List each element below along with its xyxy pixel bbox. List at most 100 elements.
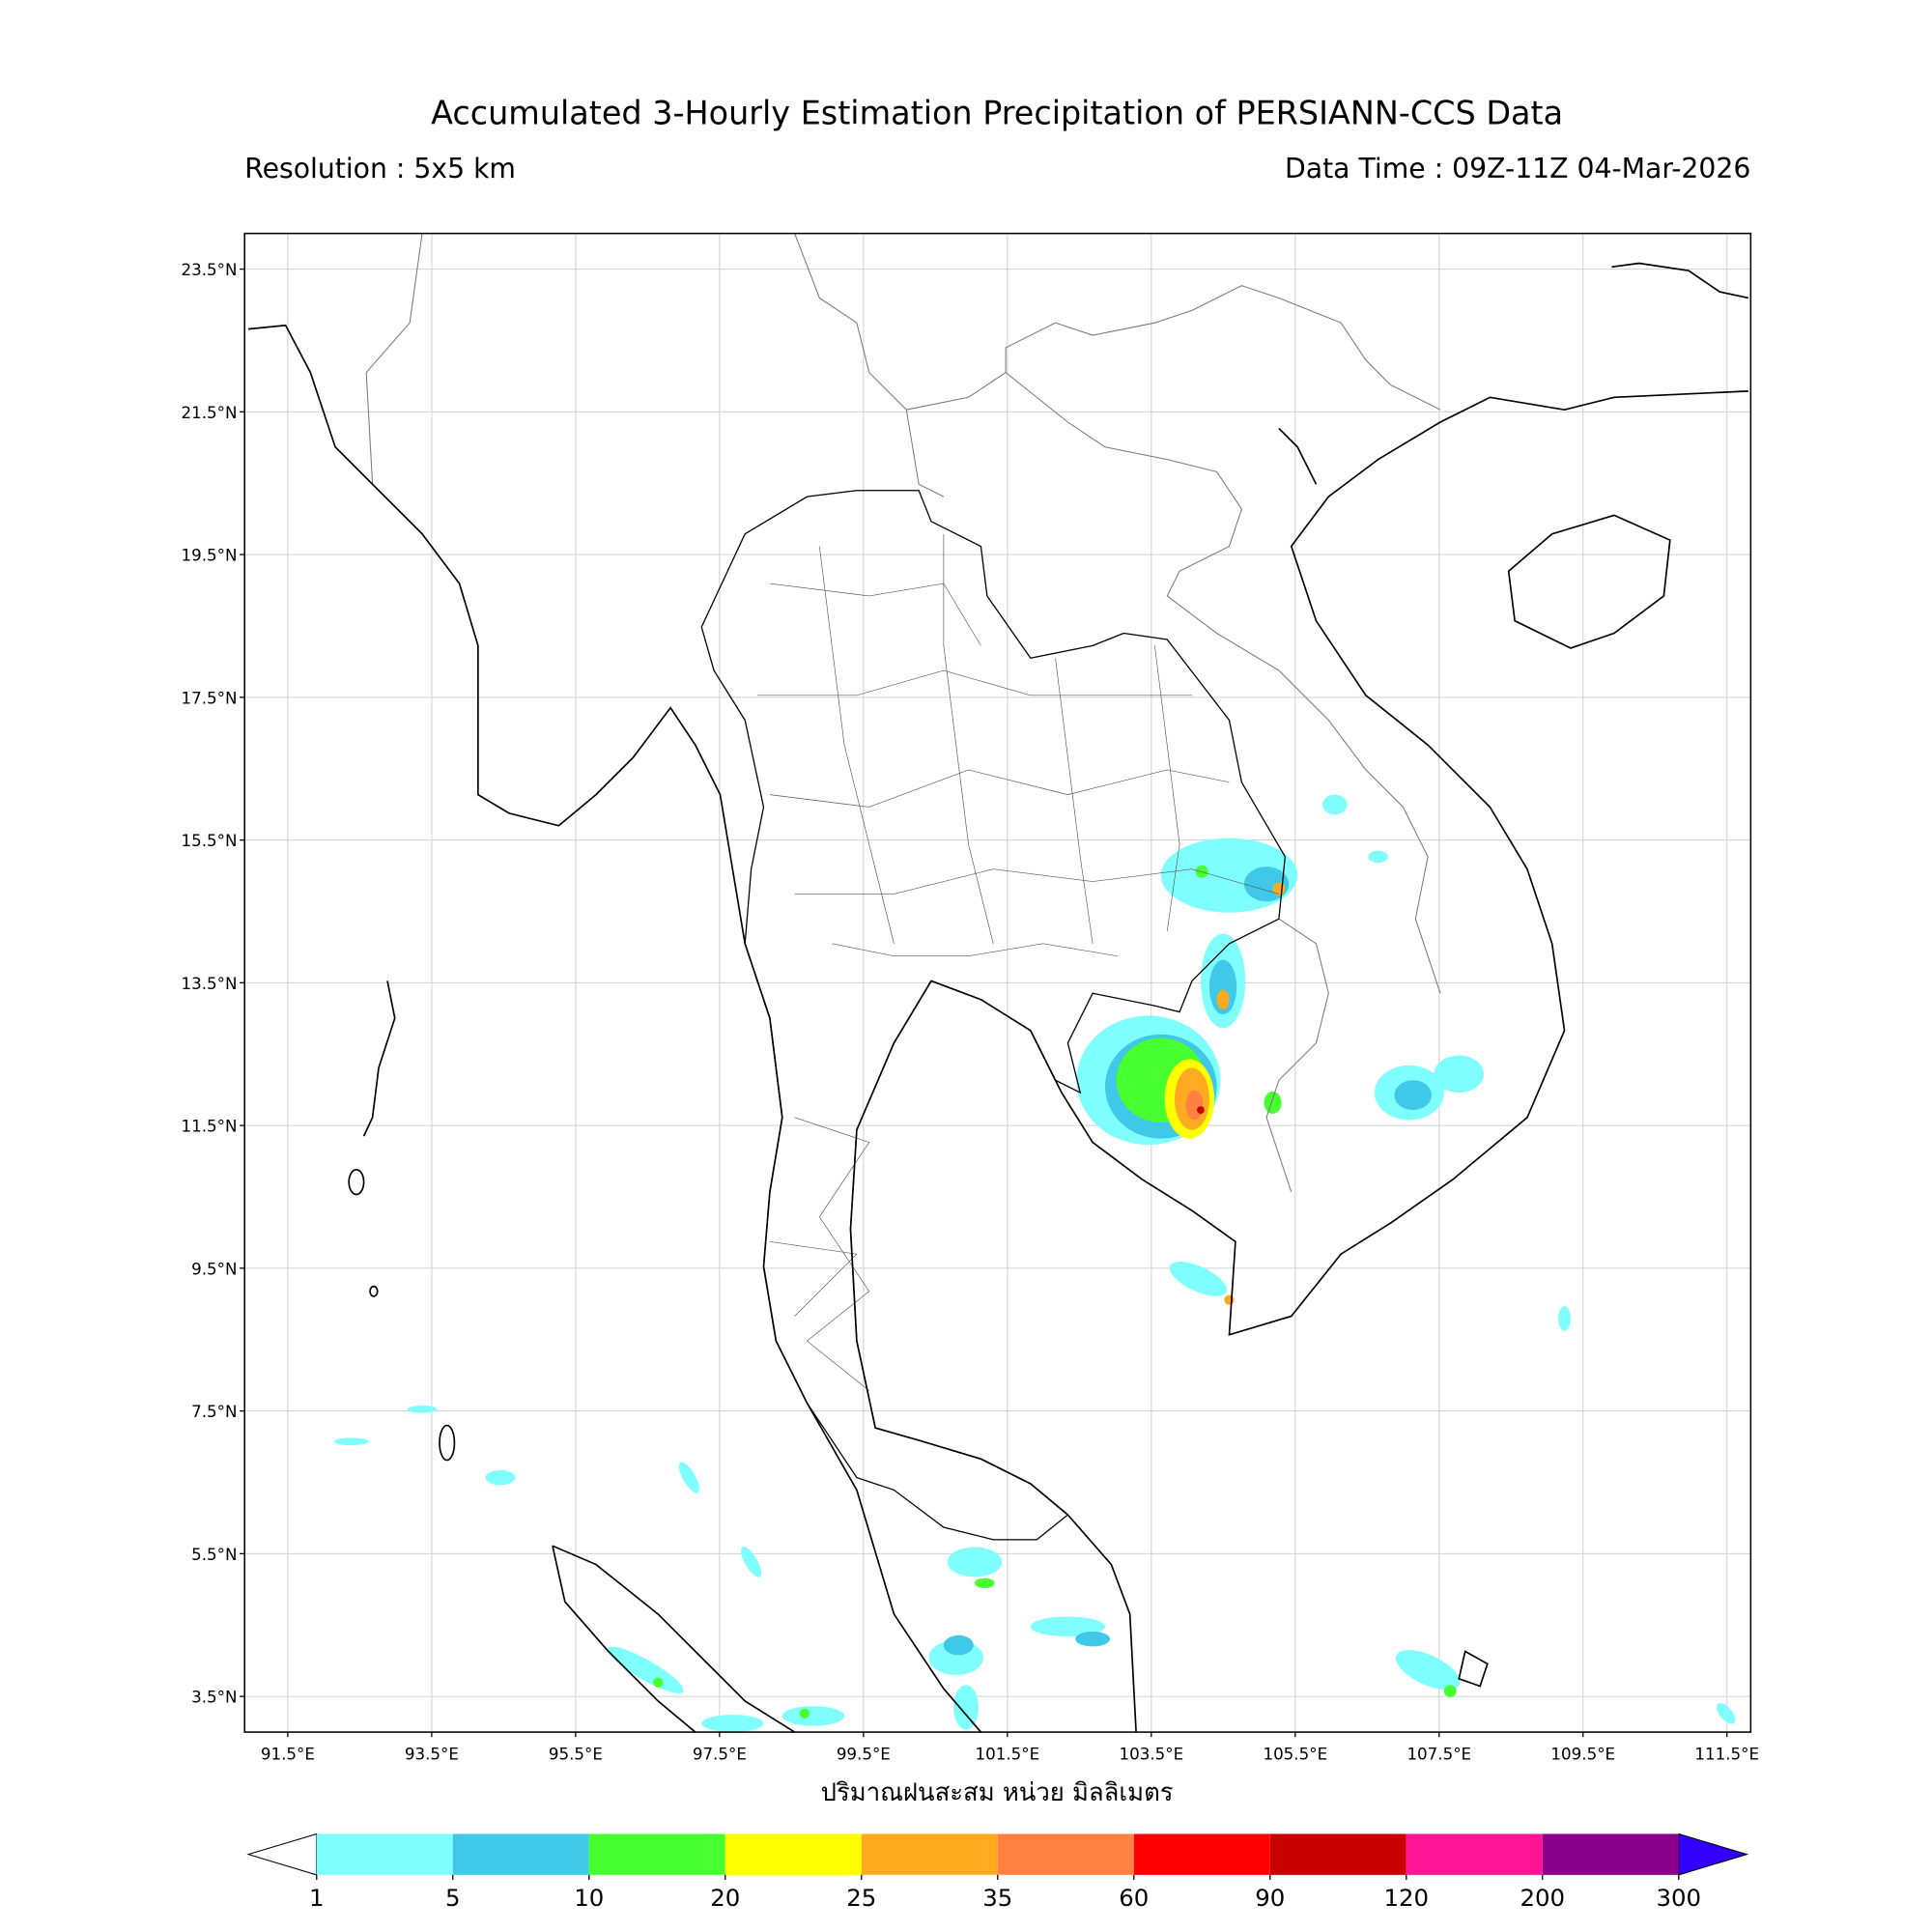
rain-patch [953,1685,979,1730]
province-line [757,669,1192,696]
y-tick-label: 11.5°N [182,1117,238,1136]
map-area [243,232,1752,1733]
x-tick-label: 105.5°E [1263,1744,1327,1763]
rain-patch [1197,1106,1205,1114]
island [369,1285,379,1297]
colorbar-label: 25 [846,1884,876,1912]
rain-patch [1272,882,1286,895]
resolution: Resolution : 5x5 km [244,153,516,185]
colorbar-segment [861,1833,998,1875]
rain-patch [678,1462,699,1493]
colorbar-segment [1269,1833,1406,1875]
rain-patch [1185,1090,1204,1121]
province-line [769,769,1230,808]
colorbar: 1 5 10 20 25 35 60 90 120 200 300 [246,1833,1749,1912]
rain-patch [653,1677,664,1688]
rain-patch [1558,1306,1571,1331]
colorbar-over [1678,1833,1749,1876]
rain-patch [1368,850,1389,864]
rain-patch [781,1706,845,1726]
rain-patch [947,1547,1003,1577]
colorbar-segment [1406,1833,1543,1875]
province-line [1055,658,1094,944]
province-line [794,868,1279,895]
rain-patch [1434,1055,1484,1094]
borders [365,233,1441,1193]
x-tick-label: 95.5°E [549,1744,603,1763]
x-tick-label: 91.5°E [261,1744,315,1763]
colorbar-label: 120 [1383,1884,1429,1912]
y-tick-label: 17.5°N [182,688,238,707]
rain-patch [407,1406,438,1413]
y-tick-label: 21.5°N [182,403,238,422]
rain-patch [1717,1703,1736,1724]
coastline [247,324,982,1733]
data-time: Data Time : 09Z-11Z 04-Mar-2026 [1285,153,1750,185]
grid [244,233,1751,1733]
province-line [943,533,994,944]
island [362,980,396,1137]
y-tick-label: 23.5°N [182,260,238,279]
rain-patch [701,1715,764,1733]
rain-patch [485,1469,516,1486]
rain-patch [333,1437,369,1446]
border [794,233,1441,411]
rain-patch [1169,1262,1227,1296]
y-tick-label: 19.5°N [182,546,238,565]
colorbar-label: 60 [1119,1884,1149,1912]
island [1458,1650,1489,1688]
y-tick-label: 9.5°N [191,1259,237,1278]
colorbar-label: 5 [445,1884,461,1912]
rain-patch [608,1646,684,1693]
coastline [1611,262,1748,299]
colorbar-segment [997,1833,1134,1875]
title: Accumulated 3-Hourly Estimation Precipit… [431,95,1563,132]
rain-patch [1264,1091,1282,1114]
colorbar-label: 90 [1255,1884,1285,1912]
province-line [769,582,981,646]
colorbar-segment [724,1833,862,1875]
rain-patch [943,1634,974,1656]
colorbar-label: 10 [574,1884,604,1912]
border [1005,372,1441,994]
x-tick-label: 109.5°E [1550,1744,1615,1763]
border [365,233,423,485]
island [348,1168,365,1196]
colorbar-segment [452,1833,589,1875]
rain-patch [741,1547,762,1577]
province-line [769,1241,858,1317]
rain-patch [1030,1616,1105,1637]
x-tick-label: 111.5°E [1694,1744,1759,1763]
island [439,1424,456,1462]
province-line [1154,645,1180,932]
colorbar-segment [1542,1833,1679,1875]
rain-patch [1394,1080,1433,1111]
colorbar-label: 300 [1656,1884,1701,1912]
x-tick-label: 97.5°E [693,1744,747,1763]
x-tick-label: 107.5°E [1406,1744,1471,1763]
x-tick-label: 101.5°E [975,1744,1039,1763]
y-tick-label: 3.5°N [191,1688,237,1707]
rain-patch [1224,1294,1235,1305]
border [905,410,945,497]
province-line [819,546,895,944]
coastline [1278,427,1318,485]
province-line [832,943,1118,957]
colorbar-under [246,1833,318,1876]
rain-patch [799,1708,810,1719]
colorbar-label: 200 [1520,1884,1565,1912]
rain-patch [1075,1631,1111,1647]
y-tick-label: 7.5°N [191,1402,237,1421]
x-axis-label: ปริมาณฝนสะสม หน่วย มิลลิเมตร [821,1778,1174,1807]
colorbar-label: 35 [982,1884,1012,1912]
rain-patches [333,794,1736,1733]
y-tick-label: 13.5°N [182,974,238,993]
colorbar-segment [316,1833,453,1875]
coastline [552,1546,696,1733]
border [1265,918,1329,1193]
rain-patch [1395,1650,1461,1690]
rain-patch [1321,794,1348,815]
x-tick-label: 103.5°E [1119,1744,1183,1763]
